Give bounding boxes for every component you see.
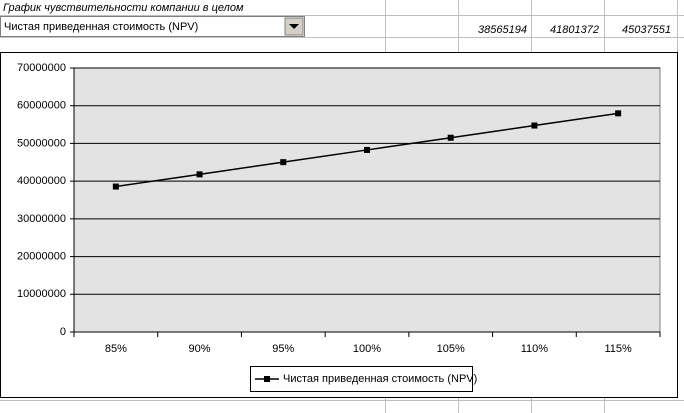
x-tick-label: 90% [189,343,211,355]
dropdown-text: Чистая приведенная стоимость (NPV) [4,21,198,33]
sheet-title: График чувствительности компании в целом [3,2,244,14]
point-marker [447,134,454,141]
point-marker [112,183,119,190]
legend-box [250,366,473,392]
legend-label: Чистая приведенная стоимость (NPV) [283,373,477,385]
y-tick-label: 30000000 [17,213,66,225]
point-marker [280,159,287,166]
x-tick-label: 100% [353,343,381,355]
point-marker [364,146,370,153]
cell-value: 41801372 [550,24,599,36]
legend-marker [264,376,270,382]
y-tick-label: 10000000 [17,288,66,300]
x-tick-label: 85% [105,343,127,355]
dropdown-box [0,16,305,37]
dropdown-arrow [289,24,299,29]
legend: Чистая приведенная стоимость (NPV) [250,366,477,392]
x-tick-label: 115% [604,343,632,355]
x-tick-label: 95% [272,343,294,355]
dropdown[interactable]: Чистая приведенная стоимость (NPV) [0,16,305,37]
point-marker [615,110,622,117]
y-tick-label: 20000000 [17,250,66,262]
x-tick-label: 110% [521,343,549,355]
cell-value: 45037551 [622,24,671,36]
chart: 0 10000000 20000000 30000000 40000000 5000000… [17,62,661,392]
y-tick-label: 70000000 [17,62,66,74]
point-marker [531,122,538,129]
plot-area [73,67,661,333]
y-tick-label: 60000000 [17,100,66,112]
cell-value: 38565194 [478,24,527,36]
point-marker [196,171,203,178]
y-tick-label: 0 [60,326,66,338]
x-tick-label: 105% [437,343,465,355]
y-tick-label: 50000000 [17,137,66,149]
y-tick-label: 40000000 [17,175,66,187]
